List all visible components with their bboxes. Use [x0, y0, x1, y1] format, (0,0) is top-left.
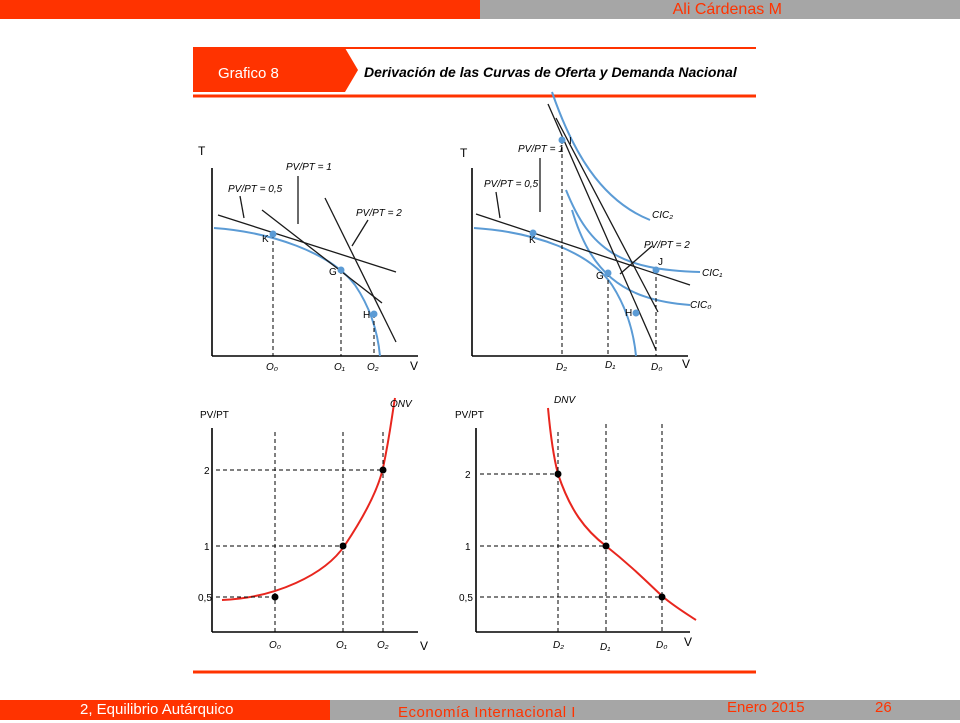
tl-tick-o0: O₀: [266, 362, 278, 373]
bl-ytick-05: 0,5: [198, 593, 212, 604]
title-tag-bg: [193, 48, 358, 92]
tl-ppf-curve: [213, 227, 381, 357]
author-name: Ali Cárdenas M: [672, 1, 782, 18]
tr-label-i: I: [569, 136, 572, 147]
br-ytick-05: 0,5: [459, 593, 473, 604]
tr-price-line-1: [547, 103, 657, 351]
tl-ratio-2: PV/PT = 2: [356, 208, 402, 219]
tr-y-label: T: [460, 146, 468, 160]
br-point-05: [658, 593, 666, 601]
footer-page-number: 26: [875, 699, 892, 716]
tl-tick-o2: O₂: [367, 362, 379, 373]
tl-label-g: G: [329, 267, 337, 278]
tr-label-k: K: [529, 235, 536, 246]
bl-point-1: [339, 542, 347, 550]
header-red-bar: [0, 0, 480, 19]
footer-course: Economía Internacional I: [398, 704, 576, 721]
header-gray-bar: [480, 0, 960, 19]
br-tick-d1: D₁: [600, 642, 610, 653]
tr-tick-d2: D₂: [556, 362, 567, 373]
bl-ytick-1: 1: [204, 542, 210, 553]
tr-label-h: H: [625, 308, 632, 319]
br-dnv-curve: [547, 407, 697, 621]
tr-x-label: V: [682, 357, 690, 371]
tl-point-g: [337, 266, 345, 274]
footer-section: 2, Equilibrio Autárquico: [80, 701, 234, 718]
tr-point-h: [632, 309, 640, 317]
tl-y-label: T: [198, 144, 206, 158]
bl-tick-o1: O₁: [336, 640, 347, 651]
figure-title: Derivación de las Curvas de Oferta y Dem…: [364, 64, 738, 80]
tr-cic1-label: CIC₁: [702, 268, 722, 279]
tr-tick-d1: D₁: [605, 360, 615, 371]
tr-price-line-2: [555, 117, 659, 313]
tl-x-label: V: [410, 359, 418, 373]
tr-point-j: [652, 266, 660, 274]
br-y-label: PV/PT: [455, 410, 484, 421]
footer-gray-bar: [330, 700, 960, 720]
br-curve-label: DNV: [554, 395, 576, 406]
footer-date: Enero 2015: [727, 699, 805, 716]
tr-ratio-05: PV/PT = 0,5: [484, 179, 539, 190]
tr-price-line-05: [475, 213, 691, 286]
tl-label-k: K: [262, 234, 269, 245]
tr-point-k: [529, 229, 537, 237]
tr-cic0-label: CIC₀: [690, 300, 711, 311]
br-ytick-1: 1: [465, 542, 471, 553]
tr-arrow-05: [495, 191, 501, 219]
bl-point-2: [379, 466, 387, 474]
br-tick-d0: D₀: [656, 640, 667, 651]
tr-cic1-curve: [565, 189, 701, 273]
tl-tick-o1: O₁: [334, 362, 345, 373]
tr-ratio-1: PV/PT = 1: [518, 144, 564, 155]
br-point-1: [602, 542, 610, 550]
bl-tick-o2: O₂: [377, 640, 389, 651]
bl-curve-label: ONV: [390, 399, 413, 410]
tr-label-g: G: [596, 271, 604, 282]
tr-ratio-2: PV/PT = 2: [644, 240, 690, 251]
tr-ppf-curve: [473, 227, 637, 357]
tl-label-h: H: [363, 310, 370, 321]
tl-point-h: [370, 310, 378, 318]
tr-label-j: J: [658, 257, 663, 268]
tl-price-line-1: [261, 209, 383, 304]
br-point-2: [554, 470, 562, 478]
br-x-label: V: [684, 635, 692, 649]
tl-ratio-05: PV/PT = 0,5: [228, 184, 283, 195]
br-tick-d2: D₂: [553, 640, 564, 651]
br-ytick-2: 2: [465, 470, 471, 481]
bl-point-05: [271, 593, 279, 601]
tl-price-line-05: [217, 214, 397, 273]
tr-cic2-label: CIC₂: [652, 210, 673, 221]
bottom-left-panel: PV/PT V 2 1 0,5 O₀ O₁ O₂ ONV: [198, 397, 428, 653]
bl-tick-o0: O₀: [269, 640, 281, 651]
tr-point-i: [558, 136, 566, 144]
bottom-right-panel: PV/PT V 2 1 0,5 D₂ D₁ D₀ DNV: [455, 395, 697, 653]
tr-cic2-curve: [551, 91, 651, 221]
tl-ratio-1: PV/PT = 1: [286, 162, 332, 173]
tl-arrow-2: [351, 219, 369, 247]
tl-price-line-2: [324, 197, 397, 343]
bl-onv-curve: [221, 397, 396, 601]
tl-arrow-05: [239, 195, 245, 219]
bl-y-label: PV/PT: [200, 410, 229, 421]
tr-tick-d0: D₀: [651, 362, 662, 373]
top-left-panel: T V K G H O₀ O₁ O₂ PV/PT = 0,5 PV/PT = 1…: [198, 144, 418, 373]
figure-tag: Grafico 8: [218, 65, 279, 82]
tr-arrow-2: [619, 245, 653, 275]
bl-ytick-2: 2: [204, 466, 210, 477]
bl-x-label: V: [420, 639, 428, 653]
top-right-panel: T V I K G H J D₂ D₁ D₀ PV/PT = 1 PV/PT =…: [460, 91, 722, 373]
footer-red-bar: [0, 700, 330, 720]
tr-cic0-curve: [571, 209, 691, 306]
tr-point-g: [604, 269, 612, 277]
tl-point-k: [269, 230, 277, 238]
